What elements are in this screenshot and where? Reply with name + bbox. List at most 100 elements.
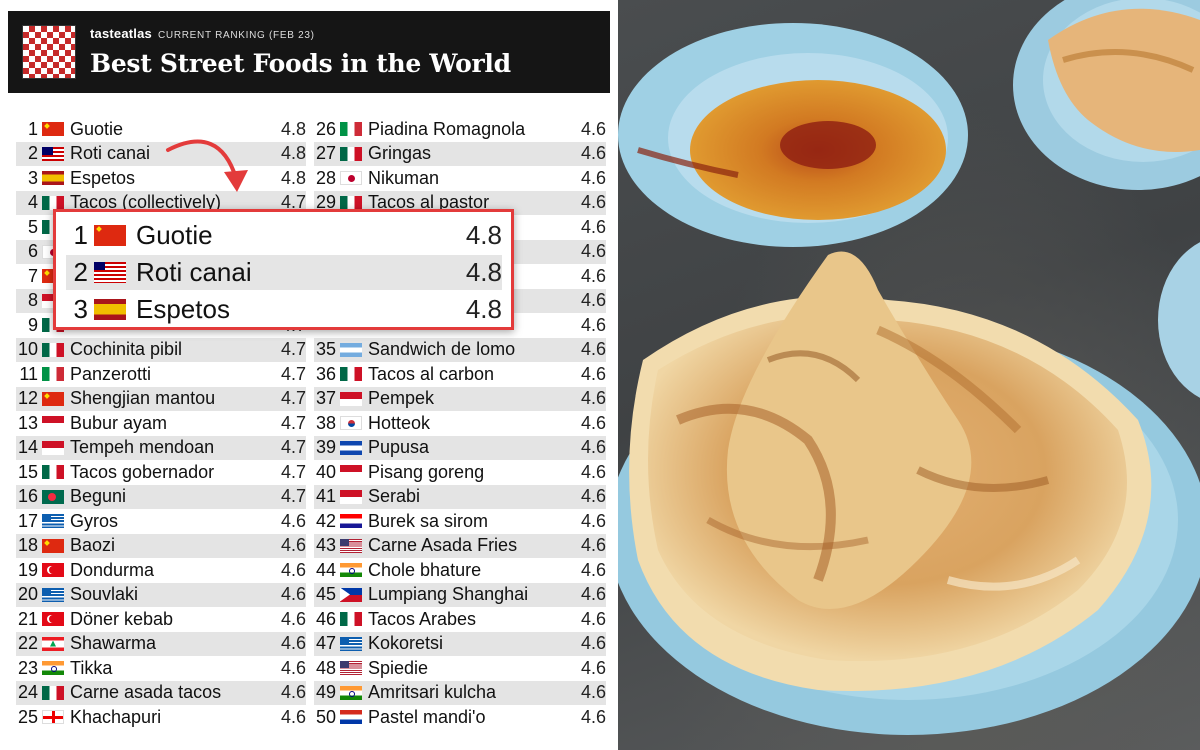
rating-score: 4.7: [280, 388, 306, 408]
ranking-row: 26 Piadina Romagnola 4.6: [314, 117, 606, 141]
us-flag-icon: [340, 538, 362, 553]
rating-score: 4.6: [580, 363, 606, 384]
dish-name: Guotie: [70, 118, 124, 139]
rank-number: 47: [315, 633, 336, 653]
rating-score: 4.6: [580, 290, 606, 310]
id-flag-icon: [340, 391, 362, 406]
brand-line: tasteatlas CURRENT RANKING (FEB 23): [90, 26, 315, 41]
id-flag-icon: [42, 416, 64, 430]
ranking-row: 45 Lumpiang Shanghai 4.6: [314, 582, 606, 607]
checkered-logo-icon: [22, 25, 76, 79]
dish-name: Cochinita pibil: [70, 339, 183, 359]
dish-name: Tacos al carbon: [368, 363, 495, 384]
my-flag-icon: [94, 262, 126, 283]
mx-flag-icon: [340, 612, 362, 626]
dish-name: Tacos Arabes: [368, 608, 477, 629]
rating-score: 4.6: [580, 437, 606, 457]
py-flag-icon: [340, 710, 362, 724]
ranking-row: 44 Chole bhature 4.6: [314, 558, 606, 582]
rating-score: 4.7: [280, 412, 306, 433]
ranking-row: 36 Tacos al carbon 4.6: [314, 362, 606, 386]
rank-number: 37: [315, 388, 336, 408]
dish-name: Pastel mandi'o: [368, 706, 486, 727]
ranking-row: 10 Cochinita pibil 4.7: [16, 337, 306, 362]
gr-flag-icon: [42, 587, 64, 602]
hr-flag-icon: [340, 514, 362, 528]
brand-name: tasteatlas: [90, 26, 152, 41]
rank-number: 15: [17, 461, 38, 482]
cn-flag-icon: [94, 225, 126, 246]
dish-name: Sandwich de lomo: [368, 339, 516, 359]
dish-name: Roti canai: [70, 143, 151, 163]
mx-flag-icon: [42, 465, 64, 479]
dish-name: Pisang goreng: [368, 461, 485, 482]
ranking-row: 22 Shawarma 4.6: [16, 631, 306, 656]
rank-number: 43: [315, 535, 336, 555]
bd-flag-icon: [42, 489, 64, 504]
rank-number: 18: [17, 535, 38, 555]
rank-number: 28: [315, 167, 336, 188]
rank-number: 10: [17, 339, 38, 359]
zoom-callout: 1 Guotie 4.8 2 Roti canai 4.8 3 Espetos 4.8: [53, 209, 514, 330]
ranking-row: 47 Kokoretsi 4.6: [314, 631, 606, 656]
mx-flag-icon: [340, 367, 362, 381]
rating-score: 4.6: [580, 216, 606, 237]
ranking-row: 49 Amritsari kulcha 4.6: [314, 680, 606, 705]
rank-number: 50: [315, 706, 336, 727]
mx-flag-icon: [340, 146, 362, 161]
mx-flag-icon: [340, 195, 362, 210]
ranking-header: tasteatlas CURRENT RANKING (FEB 23) Best…: [8, 11, 610, 93]
dish-name: Tacos al pastor: [368, 192, 490, 212]
ranking-row: 4.6: [314, 215, 606, 239]
dish-name: Serabi: [368, 486, 421, 506]
ranking-row: 2 Roti canai 4.8: [16, 141, 306, 166]
ranking-row: 15 Tacos gobernador 4.7: [16, 460, 306, 484]
rating-score: 4.6: [580, 241, 606, 261]
us-flag-icon: [340, 661, 362, 675]
dish-name: Carne Asada Fries: [368, 535, 518, 555]
in-flag-icon: [340, 685, 362, 700]
rating-score: 4.6: [580, 657, 606, 678]
dish-name: Beguni: [70, 486, 127, 506]
ranking-row: 17 Gyros 4.6: [16, 509, 306, 533]
dish-name: Gyros: [70, 510, 119, 531]
rating-score: 4.6: [580, 192, 606, 212]
rating-score: 4.6: [280, 559, 306, 580]
ranking-row: 3 Espetos 4.8: [16, 166, 306, 190]
rank-number: 1: [73, 220, 88, 250]
it-flag-icon: [42, 367, 64, 381]
ranking-row: 21 Döner kebab 4.6: [16, 607, 306, 631]
dish-name: Guotie: [136, 220, 213, 250]
dish-name: Carne asada tacos: [70, 682, 222, 702]
ranking-row: 12 Shengjian mantou 4.7: [16, 386, 306, 411]
rank-number: 23: [17, 657, 38, 678]
ranking-row: 4.6: [314, 313, 606, 337]
jp-flag-icon: [340, 171, 362, 185]
ge-flag-icon: [42, 710, 64, 724]
it-flag-icon: [340, 122, 362, 136]
dish-name: Chole bhature: [368, 559, 482, 580]
rank-number: 16: [17, 486, 38, 506]
dish-name: Pempek: [368, 388, 435, 408]
dish-name: Döner kebab: [70, 608, 174, 629]
rank-number: 2: [27, 143, 38, 163]
rating-score: 4.6: [280, 706, 306, 727]
rating-score: 4.7: [280, 363, 306, 384]
rating-score: 4.7: [280, 192, 306, 212]
page-title: Best Street Foods in the World: [90, 49, 511, 78]
tr-flag-icon: [42, 563, 64, 577]
rank-number: 29: [315, 192, 336, 212]
rank-number: 4: [27, 192, 38, 212]
dish-name: Tikka: [70, 657, 113, 678]
rating-score: 4.6: [580, 461, 606, 482]
ranking-row: 24 Carne asada tacos 4.6: [16, 680, 306, 705]
dish-name: Piadina Romagnola: [368, 118, 526, 139]
es-flag-icon: [94, 299, 126, 320]
dish-name: Gringas: [368, 143, 432, 163]
rank-number: 21: [17, 608, 38, 629]
rating-score: 4.6: [580, 486, 606, 506]
rating-score: 4.6: [280, 510, 306, 531]
ranking-row: 48 Spiedie 4.6: [314, 656, 606, 680]
rank-number: 24: [17, 682, 38, 702]
ranking-row: 13 Bubur ayam 4.7: [16, 411, 306, 435]
